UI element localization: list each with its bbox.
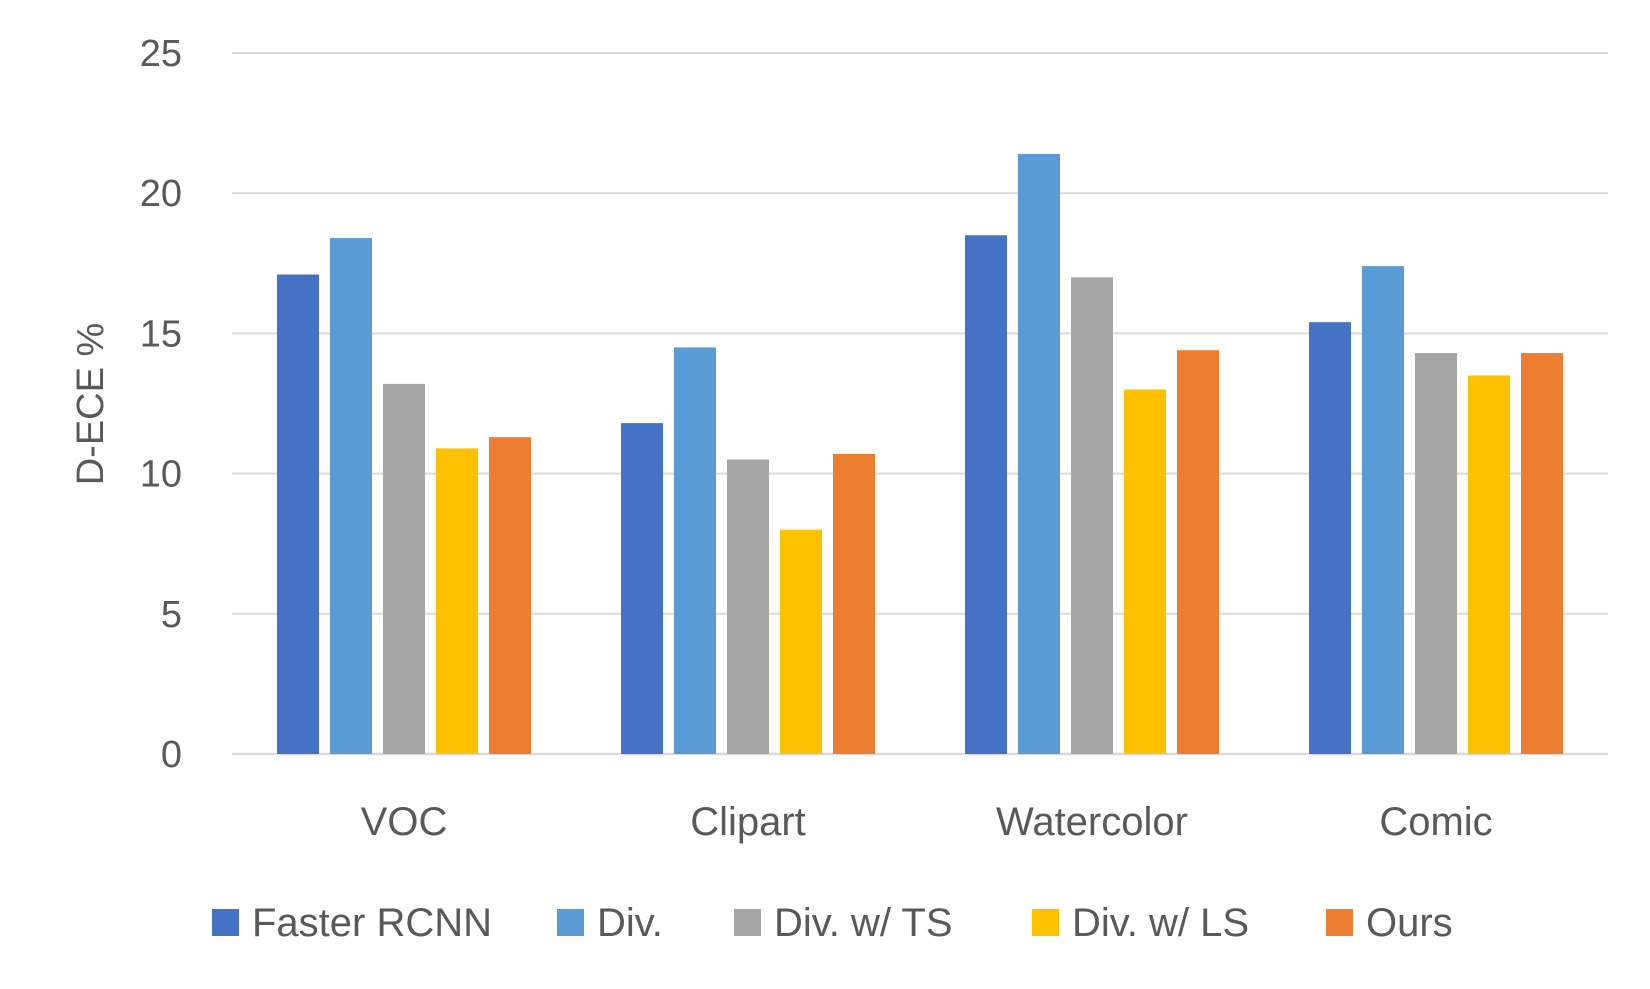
legend: Faster RCNN Div. Div. w/ TS Div. w/ LS Ours	[212, 901, 1453, 945]
legend-label: Div. w/ LS	[1072, 901, 1249, 945]
bar	[1071, 277, 1113, 754]
bar	[1124, 389, 1166, 754]
bar	[1177, 350, 1219, 754]
legend-swatch	[1326, 909, 1353, 936]
y-axis-title: D-ECE %	[70, 323, 112, 486]
bar	[1415, 353, 1457, 754]
bar	[489, 437, 531, 754]
legend-label: Ours	[1366, 901, 1453, 945]
y-tick-label: 20	[140, 173, 182, 215]
bar	[1309, 322, 1351, 754]
y-axis-ticks: 0 5 10 15 20 25	[140, 33, 182, 776]
x-category-label: Clipart	[690, 800, 806, 844]
legend-label: Faster RCNN	[252, 901, 492, 945]
x-category-label: Comic	[1379, 800, 1492, 844]
legend-swatch	[212, 909, 239, 936]
bar	[1468, 375, 1510, 754]
legend-label: Div.	[597, 901, 663, 945]
bar	[436, 448, 478, 754]
y-tick-label: 0	[161, 734, 182, 776]
bar	[1018, 153, 1060, 755]
bar	[277, 274, 319, 754]
legend-swatch	[734, 909, 761, 936]
bar	[965, 235, 1007, 754]
legend-swatch	[1032, 909, 1059, 936]
bars	[277, 153, 1563, 755]
legend-label: Div. w/ TS	[774, 901, 953, 945]
bar	[833, 453, 875, 754]
bar	[727, 459, 769, 754]
bar	[1362, 266, 1404, 754]
bar	[780, 529, 822, 754]
bar	[330, 238, 372, 755]
x-category-label: Watercolor	[996, 800, 1188, 844]
bar	[1521, 353, 1563, 754]
bar	[383, 383, 425, 754]
legend-swatch	[557, 909, 584, 936]
y-tick-label: 5	[161, 594, 182, 636]
x-category-label: VOC	[361, 800, 448, 844]
bar	[674, 347, 716, 754]
bar	[621, 423, 663, 754]
x-axis-categories: VOC Clipart Watercolor Comic	[361, 800, 1493, 844]
y-tick-label: 10	[140, 454, 182, 496]
y-tick-label: 25	[140, 33, 182, 75]
y-tick-label: 15	[140, 313, 182, 355]
